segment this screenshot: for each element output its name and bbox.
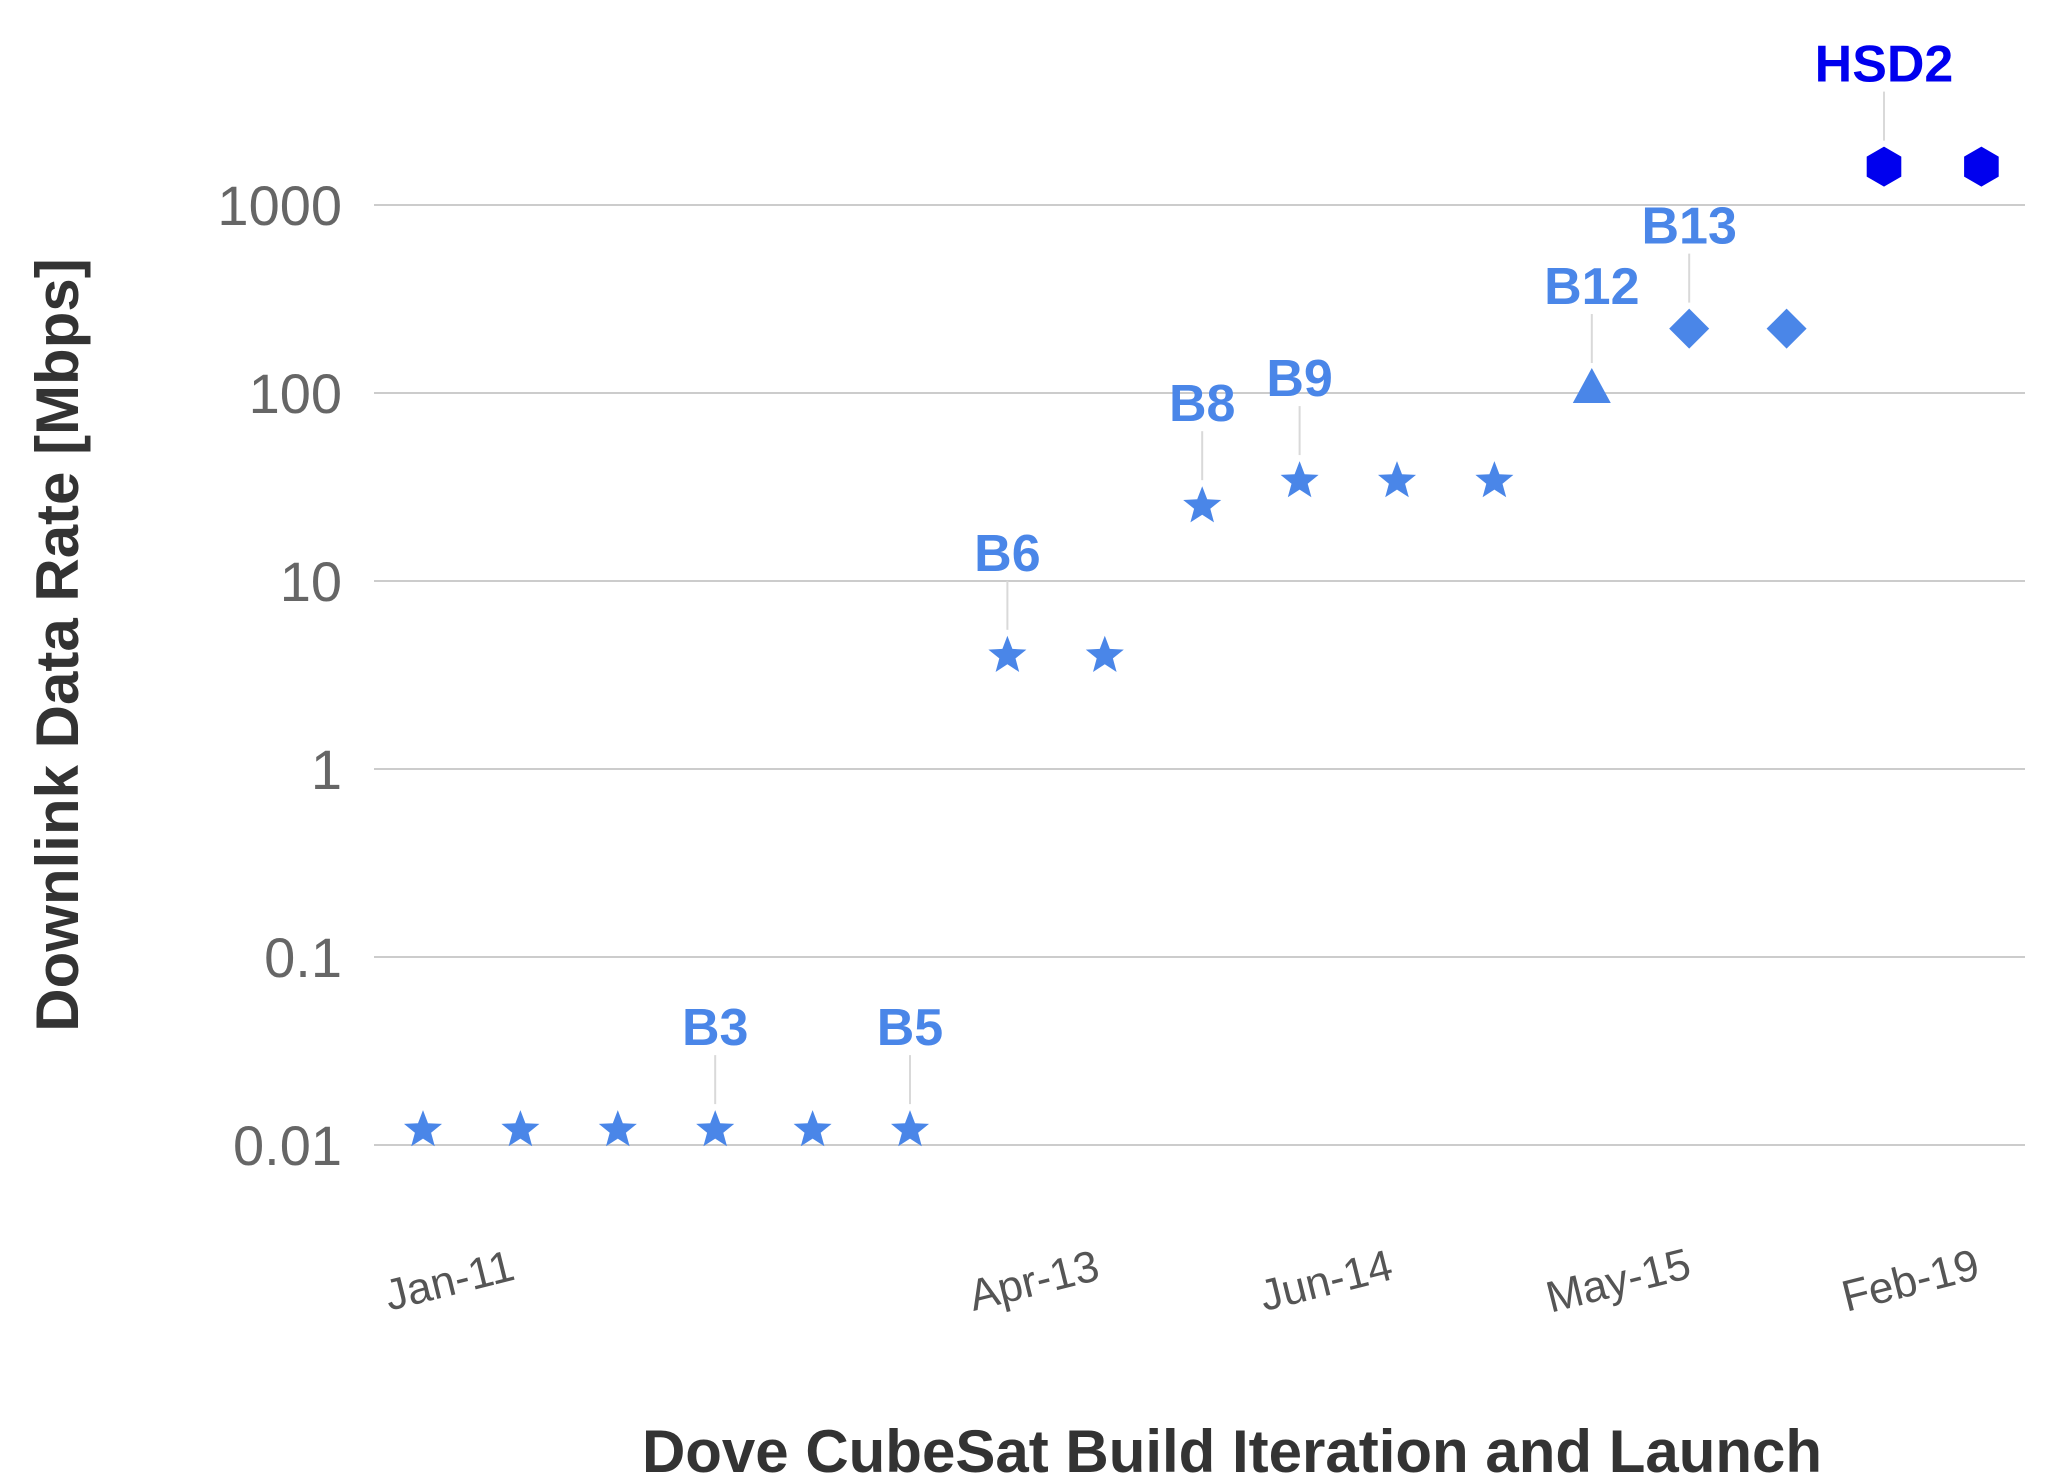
x-tick-label: Jun-14	[1255, 1241, 1397, 1321]
data-point-triangle	[1572, 368, 1611, 404]
x-tick-label: Jan-11	[380, 1241, 519, 1320]
gridlines	[374, 204, 2025, 1146]
y-tick-labels: 1000 100 10 1 0.1 0.01	[217, 174, 342, 1177]
data-point-star	[501, 1110, 540, 1147]
data-label: B12	[1544, 258, 1639, 316]
label-leader-lines	[714, 91, 1885, 1105]
data-point-star	[1475, 461, 1514, 498]
x-tick-label: May-15	[1541, 1239, 1695, 1322]
data-label: B3	[682, 999, 748, 1057]
data-label: B13	[1641, 198, 1736, 256]
data-point-star	[793, 1110, 832, 1147]
data-point-diamond	[1669, 308, 1710, 349]
data-point-star	[891, 1110, 929, 1147]
data-point-star	[404, 1110, 442, 1147]
data-point-star	[1280, 461, 1319, 498]
data-label: B5	[877, 999, 943, 1057]
x-tick-labels: Jan-11 Apr-13 Jun-14 May-15 Feb-19	[380, 1239, 1984, 1322]
y-tick-label: 100	[249, 362, 342, 425]
data-point-star	[1378, 461, 1416, 498]
data-point-hexagon	[1964, 146, 1999, 187]
y-tick-label: 0.01	[233, 1114, 342, 1177]
data-point-diamond	[1766, 308, 1807, 349]
data-point-star	[1183, 486, 1222, 523]
data-point-star	[696, 1110, 735, 1147]
y-axis-title: Downlink Data Rate [Mbps]	[24, 258, 91, 1031]
data-label: B8	[1169, 375, 1235, 433]
y-tick-label: 1	[311, 738, 342, 801]
data-label: HSD2	[1815, 36, 1954, 94]
y-tick-label: 0.1	[264, 926, 342, 989]
data-points	[404, 146, 1999, 1147]
y-tick-label: 1000	[217, 174, 342, 237]
data-label: B9	[1266, 350, 1332, 408]
data-point-hexagon	[1866, 146, 1902, 187]
x-tick-label: Apr-13	[964, 1241, 1104, 1320]
data-label: B6	[974, 525, 1040, 583]
y-tick-label: 10	[280, 550, 342, 613]
x-axis-title: Dove CubeSat Build Iteration and Launch	[642, 1418, 1822, 1483]
data-point-star	[598, 1110, 637, 1147]
data-point-star	[988, 635, 1027, 672]
x-tick-label: Feb-19	[1837, 1240, 1984, 1321]
data-point-star	[1085, 635, 1124, 672]
